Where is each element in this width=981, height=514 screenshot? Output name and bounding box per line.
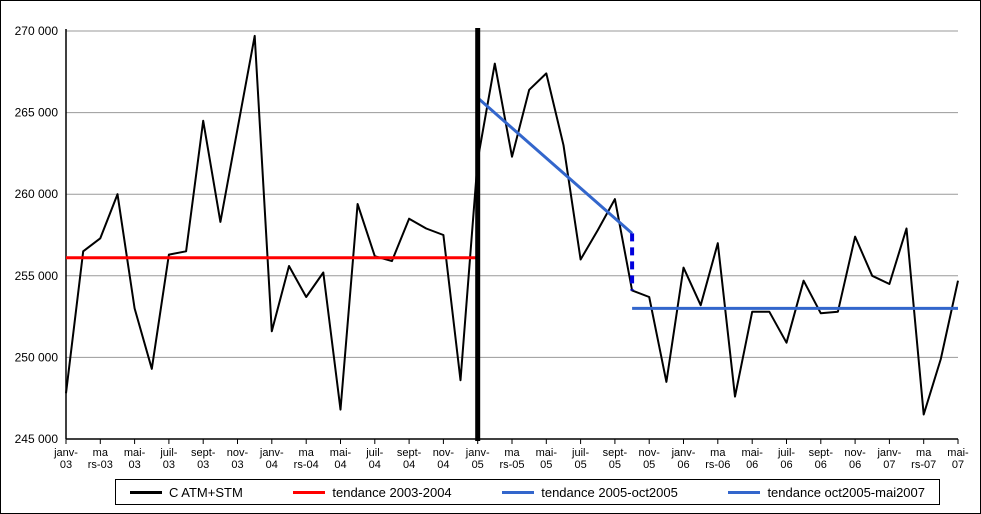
x-tick-label: nov- — [433, 447, 455, 459]
x-tick-label: rs-07 — [911, 459, 936, 471]
x-tick-label: ma — [299, 447, 315, 459]
x-tick-label: 03 — [197, 459, 209, 471]
x-tick-label: nov- — [638, 447, 660, 459]
legend-line-sample — [130, 490, 162, 494]
legend-item-tendance-oct2005-mai2007: tendance oct2005-mai2007 — [728, 485, 925, 500]
legend-label: tendance oct2005-mai2007 — [767, 484, 925, 500]
x-tick-label: 04 — [266, 459, 278, 471]
x-tick-label: janv- — [465, 447, 490, 459]
x-tick-label: mai- — [330, 447, 352, 459]
x-tick-label: 06 — [677, 459, 689, 471]
x-tick-label: janv- — [671, 447, 696, 459]
legend-item-tendance-2003-2004: tendance 2003-2004 — [293, 484, 452, 500]
x-tick-label: 03 — [60, 459, 72, 471]
x-tick-label: sept- — [603, 447, 628, 459]
legend-item-c-atm-stm: C ATM+STM — [130, 485, 243, 500]
x-tick-label: 03 — [163, 459, 175, 471]
x-tick-label: 03 — [128, 459, 140, 471]
x-tick-label: 06 — [780, 459, 792, 471]
x-tick-label: ma — [93, 447, 109, 459]
y-tick-label: 270 000 — [15, 24, 59, 38]
x-tick-label: ma — [504, 447, 520, 459]
x-tick-label: janv- — [259, 447, 284, 459]
x-tick-label: 03 — [231, 459, 243, 471]
y-tick-label: 250 000 — [15, 350, 59, 364]
x-tick-label: nov- — [844, 447, 866, 459]
y-tick-label: 260 000 — [15, 187, 59, 201]
chart-canvas: 245 000 250 000 255 000 260 000 265 000 270 0… — [15, 24, 969, 471]
x-tick-label: 04 — [334, 459, 346, 471]
x-tick-label: 06 — [849, 459, 861, 471]
legend-line-sample — [293, 490, 326, 494]
legend-line-sample — [502, 490, 535, 494]
x-tick-label: rs-04 — [294, 459, 319, 471]
x-tick-label: mai- — [742, 447, 764, 459]
x-tick-label: 05 — [574, 459, 586, 471]
x-tick-label: rs-06 — [705, 459, 730, 471]
x-tick-label: juil- — [365, 447, 383, 459]
x-tick-label: 04 — [403, 459, 415, 471]
x-tick-label: sept- — [397, 447, 422, 459]
y-tick-label: 255 000 — [15, 269, 59, 283]
legend-label: tendance 2005-oct2005 — [541, 484, 678, 500]
x-tick-label: juil- — [777, 447, 795, 459]
x-tick-label: sept- — [809, 447, 834, 459]
x-tick-label: mai- — [947, 447, 969, 459]
x-tick-label: janv- — [876, 447, 901, 459]
x-tick-label: 04 — [369, 459, 381, 471]
legend-item-tendance-2005-oct2005: tendance 2005-oct2005 — [502, 485, 678, 500]
x-tick-label: sept- — [191, 447, 216, 459]
x-tick-label: mai- — [124, 447, 146, 459]
legend-label: C ATM+STM — [169, 484, 243, 500]
x-tick-label: 07 — [883, 459, 895, 471]
x-tick-label: rs-05 — [499, 459, 524, 471]
x-tick-label: 06 — [815, 459, 827, 471]
y-tick-label: 265 000 — [15, 106, 59, 120]
x-tick-label: 05 — [609, 459, 621, 471]
series-c-atm-stm — [65, 34, 959, 416]
y-tick-label: 245 000 — [15, 432, 59, 446]
x-tick-label: ma — [916, 447, 932, 459]
x-tick-label: ma — [710, 447, 726, 459]
x-tick-label: mai- — [536, 447, 558, 459]
x-tick-label: janv- — [53, 447, 78, 459]
legend-label: tendance 2003-2004 — [332, 484, 452, 500]
x-tick-label: 04 — [437, 459, 449, 471]
x-tick-label: 05 — [540, 459, 552, 471]
x-tick-label: 05 — [643, 459, 655, 471]
x-tick-label: nov- — [227, 447, 249, 459]
x-tick-label: 06 — [746, 459, 758, 471]
x-tick-label: rs-03 — [88, 459, 113, 471]
x-tick-label: 07 — [952, 459, 964, 471]
legend-line-sample — [728, 490, 761, 494]
trend-line-1 — [476, 96, 634, 235]
x-tick-label: juil- — [159, 447, 177, 459]
x-tick-label: juil- — [571, 447, 589, 459]
x-tick-label: 05 — [472, 459, 484, 471]
chart-legend: C ATM+STM tendance 2003-2004 tendance 20… — [115, 479, 940, 505]
